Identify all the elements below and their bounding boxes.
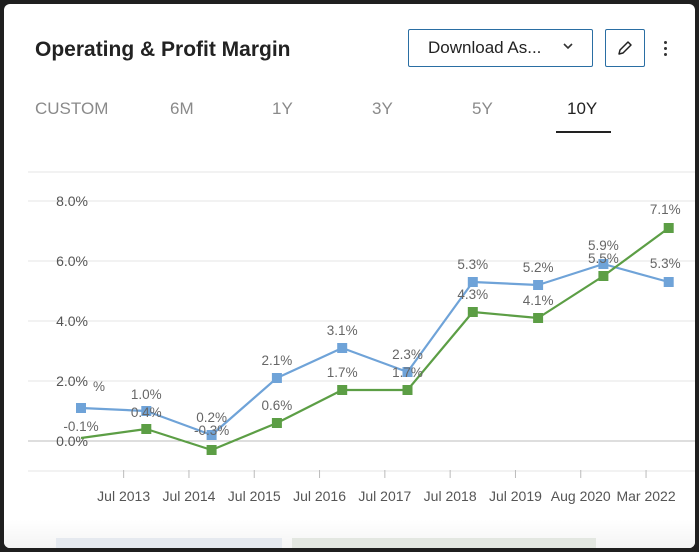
- operating-data-label: 3.1%: [327, 323, 358, 338]
- pencil-icon: [618, 41, 632, 55]
- y-tick-label: 2.0%: [56, 373, 88, 389]
- download-as-label: Download As...: [428, 38, 542, 57]
- active-tab-underline: [556, 131, 611, 133]
- y-tick-label: 6.0%: [56, 253, 88, 269]
- profit-margin-point: [598, 271, 609, 281]
- operating-data-label: 5.2%: [523, 260, 554, 275]
- profit-margin-point: [271, 418, 282, 428]
- profit-data-label: 4.3%: [457, 287, 488, 302]
- profit-data-label: -0.3%: [194, 423, 229, 438]
- tab-custom[interactable]: CUSTOM: [35, 99, 109, 118]
- profit-data-label: 4.1%: [523, 293, 554, 308]
- range-tabs: CUSTOM 6M 1Y 3Y 5Y 10Y: [4, 99, 695, 139]
- profit-margin-point: [402, 385, 413, 395]
- operating-data-label: 2.3%: [392, 347, 423, 362]
- y-tick-label: 8.0%: [56, 193, 88, 209]
- x-tick-label: Mar 2022: [616, 488, 675, 504]
- chart-title: Operating & Profit Margin: [35, 38, 291, 61]
- profit-data-label: 1.7%: [392, 365, 423, 380]
- operating-margin-point: [337, 343, 348, 353]
- profit-margin-point: [467, 307, 478, 317]
- profit-margin-point: [533, 313, 544, 323]
- tab-5y[interactable]: 5Y: [472, 99, 493, 118]
- operating-data-label: 5.9%: [588, 238, 619, 253]
- margin-line-chart: 8.0% 6.0% 4.0% 2.0% 0.0% Jul 2013 Jul 2014 Jul …: [28, 171, 695, 504]
- x-tick-label: Jul 2018: [424, 488, 477, 504]
- legend-profit-swatch[interactable]: [292, 538, 596, 548]
- download-as-button[interactable]: Download As...: [408, 29, 593, 67]
- x-tick-label: Jul 2015: [228, 488, 281, 504]
- operating-data-label: 1.0%: [131, 387, 162, 402]
- y-tick-label: 4.0%: [56, 313, 88, 329]
- profit-data-label: 7.1%: [650, 202, 681, 217]
- operating-margin-point: [533, 280, 544, 290]
- chevron-down-icon: [563, 43, 573, 50]
- profit-margin-point: [663, 223, 674, 233]
- x-tick-label: Jul 2017: [358, 488, 411, 504]
- profit-margin-point: [337, 385, 348, 395]
- profit-margin-point: [141, 424, 152, 434]
- operating-margin-point: [141, 406, 152, 416]
- more-options-button[interactable]: [656, 34, 674, 62]
- edit-button[interactable]: [605, 29, 645, 67]
- edge-data-label: -0.1%: [63, 419, 98, 434]
- operating-data-label: 5.3%: [457, 257, 488, 272]
- operating-margin-point: [76, 403, 86, 413]
- x-tick-label: Jul 2014: [162, 488, 215, 504]
- operating-margin-line: [80, 262, 669, 437]
- operating-margin-point: [206, 430, 217, 440]
- operating-data-label: 0.2%: [196, 410, 227, 425]
- profit-data-label: 0.6%: [262, 398, 293, 413]
- tab-3y[interactable]: 3Y: [372, 99, 393, 118]
- profit-margin-point: [206, 445, 217, 455]
- y-tick-label: 0.0%: [56, 433, 88, 449]
- profit-data-label: 1.7%: [327, 365, 358, 380]
- profit-data-label: 5.5%: [588, 251, 619, 266]
- chart-card: Operating & Profit Margin Download As...…: [4, 4, 695, 548]
- profit-data-label: 0.4%: [131, 405, 162, 420]
- profit-margin-line: [80, 227, 670, 452]
- tab-10y[interactable]: 10Y: [567, 99, 598, 118]
- more-vertical-icon: [663, 40, 667, 44]
- operating-margin-point: [271, 373, 282, 383]
- x-tick-label: Jul 2019: [489, 488, 542, 504]
- x-tick-label: Aug 2020: [551, 488, 611, 504]
- operating-margin-point: [663, 277, 674, 287]
- operating-margin-point: [467, 277, 478, 287]
- operating-data-label: 5.3%: [650, 256, 681, 271]
- edge-data-label-fragment: %: [93, 379, 105, 394]
- x-tick-label: Jul 2016: [293, 488, 346, 504]
- tab-1y[interactable]: 1Y: [272, 99, 293, 118]
- x-tick-label: Jul 2013: [97, 488, 150, 504]
- legend-operating-swatch[interactable]: [56, 538, 282, 548]
- operating-data-label: 2.1%: [262, 353, 293, 368]
- operating-margin-point: [598, 259, 609, 269]
- tab-6m[interactable]: 6M: [170, 99, 194, 118]
- operating-margin-point: [402, 367, 413, 377]
